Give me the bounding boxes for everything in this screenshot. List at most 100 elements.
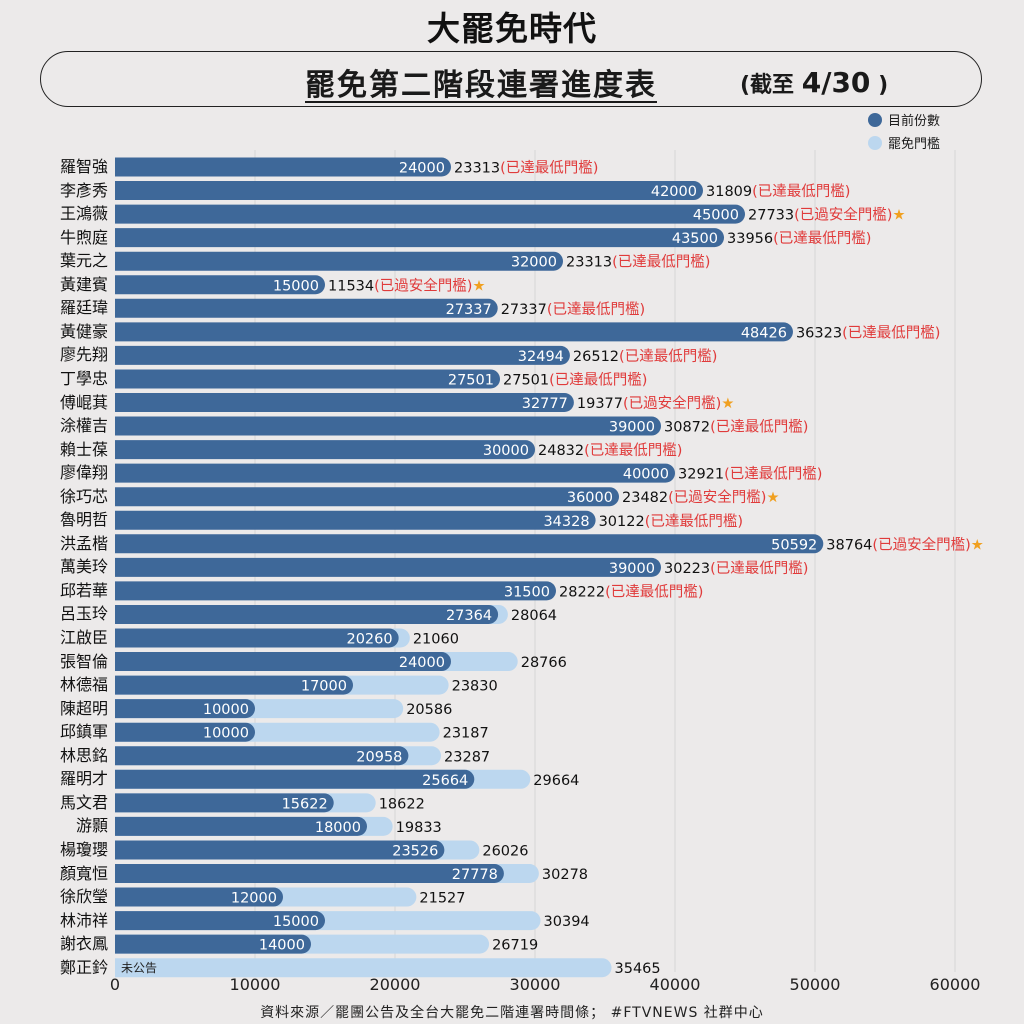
- threshold-value-label: 30278: [542, 867, 588, 883]
- threshold-value-label: 27733(已過安全門檻)★: [748, 206, 905, 224]
- candidate-name: 江啟臣: [59, 628, 108, 647]
- threshold-value-label: 28766: [521, 655, 567, 671]
- current-bar: [115, 675, 353, 695]
- current-value-label: 36000: [567, 490, 613, 506]
- candidate-name: 洪孟楷: [59, 533, 108, 553]
- candidate-name: 鄭正鈐: [59, 957, 108, 977]
- current-bar: [115, 864, 504, 884]
- current-value-label: 32000: [511, 255, 557, 271]
- current-value-label: 27337: [446, 302, 492, 318]
- threshold-value-label: 26026: [482, 843, 528, 859]
- current-bar: [115, 628, 399, 648]
- star-icon: ★: [721, 396, 734, 412]
- current-bar: [115, 746, 409, 766]
- current-value-label: 32777: [522, 396, 568, 412]
- threshold-value-label: 35465: [615, 961, 661, 977]
- current-value-label: 43500: [672, 231, 718, 247]
- threshold-value-label: 19377(已過安全門檻)★: [577, 394, 734, 412]
- current-value-label: 14000: [259, 938, 305, 954]
- bar-chart: 0 10000 20000 30000 40000 50000 60000 24000 2331…: [110, 150, 984, 994]
- current-bar: [115, 840, 445, 860]
- x-tick-label: 10000: [230, 975, 281, 994]
- status-label: (已過安全門檻): [872, 535, 970, 553]
- current-bar: [115, 769, 475, 789]
- legend-label-current: 目前份數: [888, 114, 941, 129]
- status-label: (已達最低門檻): [584, 442, 682, 459]
- current-bar: [115, 487, 619, 507]
- status-label: (已達最低門檻): [605, 583, 703, 600]
- current-value-label: 42000: [651, 184, 697, 200]
- current-bar: [115, 557, 661, 577]
- threshold-value-label: 31809(已達最低門檻): [706, 183, 850, 200]
- current-bar: [115, 181, 703, 201]
- threshold-value-label: 23313(已達最低門檻): [566, 254, 710, 271]
- current-bar: [115, 416, 661, 436]
- threshold-value-label: 21060: [413, 632, 459, 648]
- current-value-label: 39000: [609, 561, 655, 577]
- x-tick-label: 60000: [930, 975, 981, 994]
- status-label: (已達最低門檻): [773, 230, 871, 247]
- star-icon: ★: [971, 537, 984, 553]
- current-value-label: 17000: [301, 679, 347, 695]
- current-value-label: 10000: [203, 702, 249, 718]
- threshold-value-label: 18622: [379, 796, 425, 812]
- candidate-name: 賴士葆: [59, 439, 108, 459]
- status-label: (已達最低門檻): [842, 324, 940, 341]
- current-bar: [115, 581, 556, 601]
- threshold-value-label: 30872(已達最低門檻): [664, 419, 808, 436]
- current-value-label: 48426: [741, 325, 787, 341]
- star-icon: ★: [766, 490, 779, 506]
- candidate-name: 林沛祥: [59, 910, 108, 930]
- threshold-value-label: 28064: [511, 608, 557, 624]
- threshold-value-label: 19833: [396, 820, 442, 836]
- current-bar: [115, 793, 334, 813]
- current-value-label: 20958: [356, 749, 402, 765]
- threshold-value-label: 20586: [406, 702, 452, 718]
- threshold-value-label: 23187: [443, 726, 489, 742]
- title-box: [40, 51, 982, 107]
- current-bar: [115, 440, 535, 460]
- legend: 目前份數 罷免門檻: [868, 108, 940, 154]
- current-bar: [115, 157, 452, 177]
- current-value-label: 40000: [623, 467, 669, 483]
- threshold-value-label: 23482(已過安全門檻)★: [622, 488, 779, 506]
- threshold-value-label: 30223(已達最低門檻): [664, 560, 808, 577]
- threshold-value-label: 23313(已達最低門檻): [454, 160, 598, 177]
- status-label: (已過安全門檻): [794, 206, 892, 224]
- current-bar: [115, 510, 596, 530]
- threshold-bar: [115, 958, 612, 978]
- candidate-name: 林思銘: [59, 745, 108, 765]
- status-label: (已達最低門檻): [710, 560, 808, 577]
- current-bar: [115, 345, 570, 365]
- threshold-value-label: 29664: [533, 773, 579, 789]
- current-value-label: 15622: [282, 796, 328, 812]
- current-bar: [115, 251, 563, 271]
- candidate-name: 謝衣鳳: [59, 934, 108, 954]
- threshold-value-label: 24832(已達最低門檻): [538, 442, 682, 459]
- star-icon: ★: [892, 208, 905, 224]
- threshold-value-label: 30394: [544, 914, 590, 930]
- current-bar: [115, 228, 724, 248]
- current-value-label: 32494: [518, 349, 564, 365]
- current-bar: [115, 934, 311, 954]
- legend-item-current: 目前份數: [868, 108, 940, 131]
- threshold-value-label: 23830: [452, 679, 498, 695]
- current-bar: [115, 816, 367, 836]
- status-label: (已達最低門檻): [547, 301, 645, 318]
- candidate-name: 廖先翔: [59, 345, 108, 365]
- threshold-value-label: 27501(已達最低門檻): [503, 371, 647, 388]
- status-label: (已過安全門檻): [668, 488, 766, 506]
- x-tick-label: 20000: [370, 975, 421, 994]
- current-value-label: 31500: [504, 584, 550, 600]
- candidate-name: 羅廷瑋: [59, 298, 108, 318]
- candidate-name: 黃建賓: [59, 274, 108, 294]
- current-bar: [115, 322, 793, 342]
- threshold-value-label: 23287: [444, 749, 490, 765]
- candidate-name: 王鴻薇: [59, 204, 108, 224]
- x-tick-label: 30000: [510, 975, 561, 994]
- threshold-value-label: 32921(已達最低門檻): [678, 466, 822, 483]
- legend-label-threshold: 罷免門檻: [888, 137, 941, 152]
- current-bar: [115, 887, 283, 907]
- threshold-value-label: 38764(已過安全門檻)★: [826, 535, 983, 553]
- threshold-value-label: 26719: [492, 938, 538, 954]
